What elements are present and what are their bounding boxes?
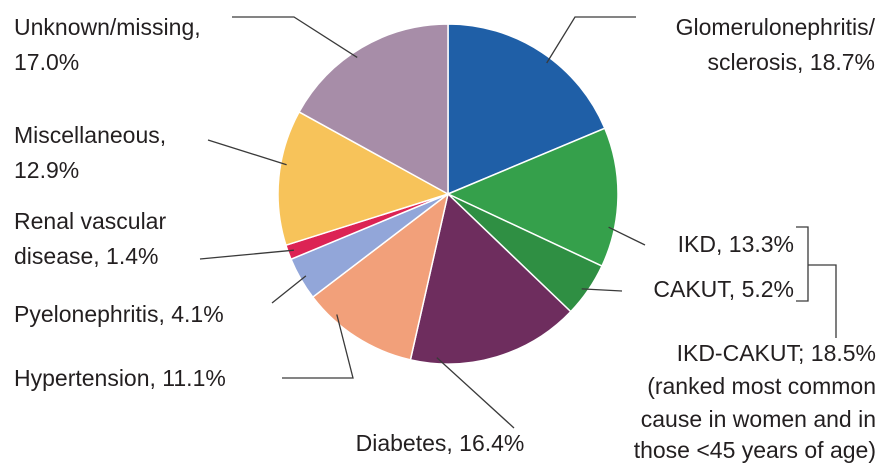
slice-label-cakut: CAKUT, 5.2%: [653, 276, 794, 302]
leader-line-hypertension: [282, 314, 354, 379]
ikd-cakut-group-annotation: IKD-CAKUT; 18.5% (ranked most common cause…: [634, 226, 876, 463]
pie-slices: [277, 23, 619, 365]
pie-slice-ikd: [446, 127, 619, 268]
leader-line-miscellaneous: [207, 139, 287, 166]
leader-line-pyelonephritis: [271, 275, 307, 304]
group-leader-line: [808, 264, 837, 338]
pie-slice-diabetes: [409, 192, 572, 365]
leader-line-unknown-missing: [232, 16, 358, 58]
slice-label-miscellaneous: Miscellaneous, 12.9%: [14, 122, 166, 183]
pie-slice-unknown-missing: [298, 23, 449, 196]
slice-labels: Glomerulonephritis/sclerosis, 18.7% IKD, …: [14, 14, 876, 456]
slice-label-unknown-missing: Unknown/missing, 17.0%: [14, 14, 201, 75]
slice-label-ikd: IKD, 13.3%: [678, 231, 794, 257]
pie-slice-miscellaneous: [277, 110, 450, 247]
leader-line-ikd: [608, 226, 646, 246]
slice-label-renal-vascular-disease: Renal vascular disease, 1.4%: [14, 208, 166, 269]
leader-line-diabetes: [436, 357, 515, 429]
pie-slice-glomerulonephritis-sclerosis: [447, 23, 606, 196]
group-bracket: [796, 226, 809, 302]
slice-label-pyelonephritis: Pyelonephritis, 4.1%: [14, 301, 224, 327]
pie-slice-hypertension: [311, 192, 450, 361]
group-annotation-text: IKD-CAKUT; 18.5% (ranked most common cause…: [634, 340, 876, 463]
slice-label-glomerulonephritis-sclerosis: Glomerulonephritis/sclerosis, 18.7%: [676, 14, 876, 75]
slice-label-hypertension: Hypertension, 11.1%: [14, 365, 226, 391]
leader-line-cakut: [581, 288, 623, 292]
leader-line-renal-vascular-disease: [199, 249, 294, 260]
leader-line-glomerulonephritis-sclerosis: [546, 16, 636, 64]
slice-label-diabetes: Diabetes, 16.4%: [356, 430, 525, 456]
